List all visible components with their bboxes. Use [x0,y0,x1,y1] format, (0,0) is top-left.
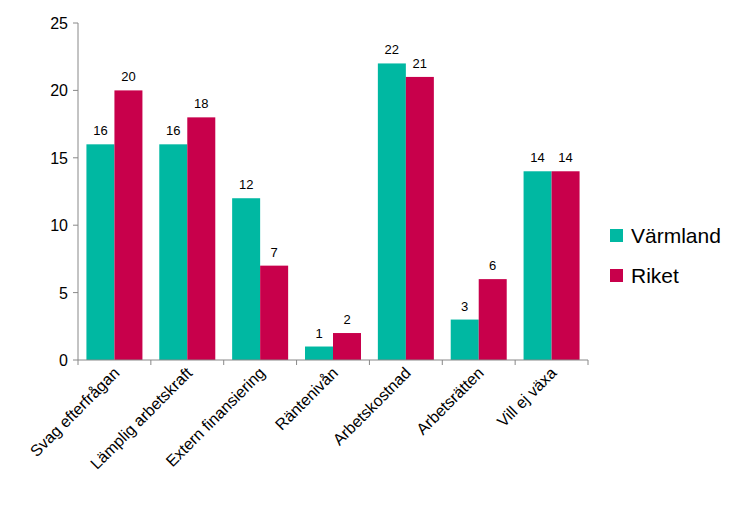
data-label: 21 [413,56,427,71]
x-tick [588,360,589,365]
x-axis [78,360,588,361]
y-tick-label: 5 [59,285,68,302]
y-tick [73,90,78,91]
bar [260,266,288,360]
legend-swatch [610,269,623,282]
data-label: 14 [558,150,572,165]
bar [333,333,361,360]
data-label: 2 [343,312,350,327]
data-label: 14 [530,150,544,165]
bar [159,144,187,360]
y-tick-label: 20 [50,82,68,99]
y-tick [73,360,78,361]
category-label: Räntenivån [272,364,341,433]
y-tick-label: 0 [59,352,68,369]
chart-svg: 161612122314201872216140510152025Svag ef… [0,0,756,512]
data-label: 20 [121,69,135,84]
y-tick [73,23,78,24]
legend-label: Riket [631,264,679,287]
x-tick [369,360,370,365]
bar [187,117,215,360]
y-tick [73,157,78,158]
data-label: 7 [271,245,278,260]
data-labels: 16 16 12 1 22 3 14 20 18 7 2 21 6 14 [93,42,573,340]
x-tick [296,360,297,365]
data-label: 22 [385,42,399,57]
x-tick [78,360,79,365]
data-label: 3 [461,299,468,314]
bars [86,63,579,360]
y-tick [73,225,78,226]
y-tick-label: 25 [50,15,68,32]
y-tick-label: 15 [50,150,68,167]
category-label: Arbetsrätten [413,364,487,438]
y-tick [73,292,78,293]
category-label: Vill ej växa [494,364,560,430]
bar [479,279,507,360]
bar [406,77,434,360]
data-label: 16 [166,123,180,138]
bar [86,144,114,360]
x-tick [515,360,516,365]
data-label: 16 [93,123,107,138]
bar [524,171,552,360]
category-label: Arbetskostnad [330,364,414,448]
legend-label: Värmland [631,224,721,247]
legend-swatch [610,229,623,242]
x-tick [442,360,443,365]
category-label: Extern finansiering [163,364,269,470]
bar [305,347,333,360]
bar [552,171,580,360]
data-label: 12 [239,177,253,192]
data-label: 1 [315,326,322,341]
data-label: 6 [489,258,496,273]
y-axis [78,23,79,360]
bar [451,320,479,360]
y-tick-label: 10 [50,217,68,234]
x-tick [150,360,151,365]
bar [378,63,406,360]
data-label: 18 [194,96,208,111]
bar [232,198,260,360]
chart-container: 161612122314201872216140510152025Svag ef… [0,0,756,512]
x-tick [223,360,224,365]
bar [114,90,142,360]
